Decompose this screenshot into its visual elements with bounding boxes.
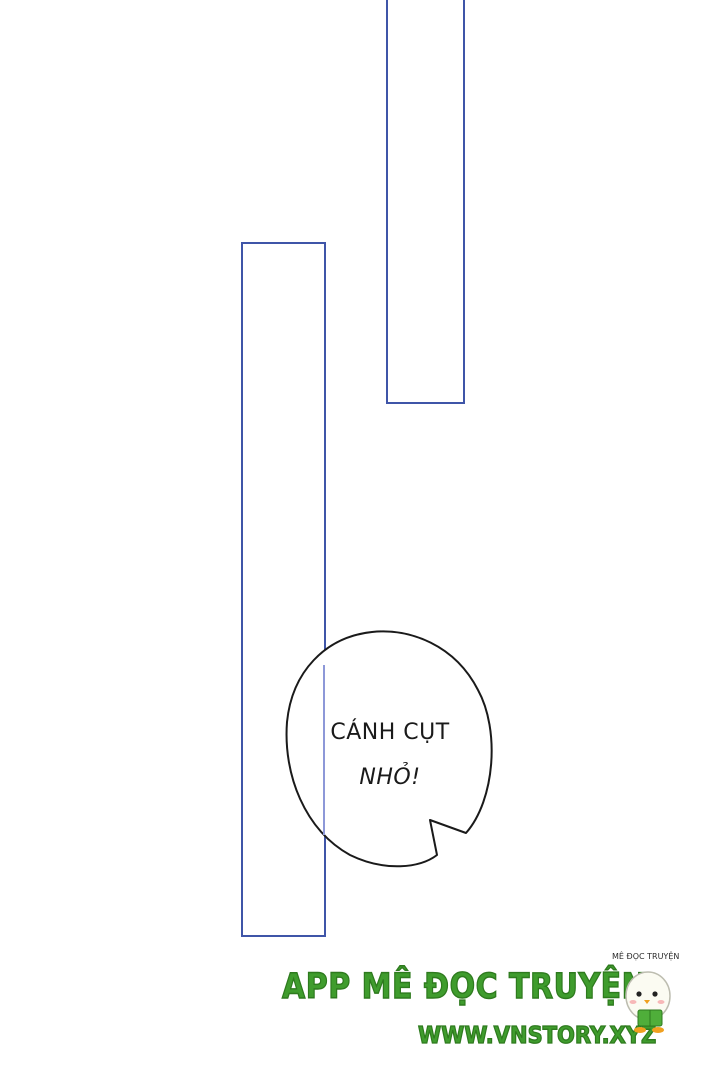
speech-text-line-2: NHỎ! — [359, 765, 421, 790]
watermark-app-name: APP MÊ ĐỌC TRUYỆN — [281, 966, 648, 1008]
comic-panel-top — [386, 0, 465, 404]
speech-bubble-outline — [285, 630, 493, 868]
watermark-small-label: MÊ ĐỌC TRUYỆN — [612, 952, 680, 961]
speech-text-line-1: CÁNH CỤT — [330, 720, 450, 745]
bird-mascot-icon — [625, 971, 671, 1033]
watermark-url: WWW.VNSTORY.XYZ — [417, 1021, 657, 1049]
